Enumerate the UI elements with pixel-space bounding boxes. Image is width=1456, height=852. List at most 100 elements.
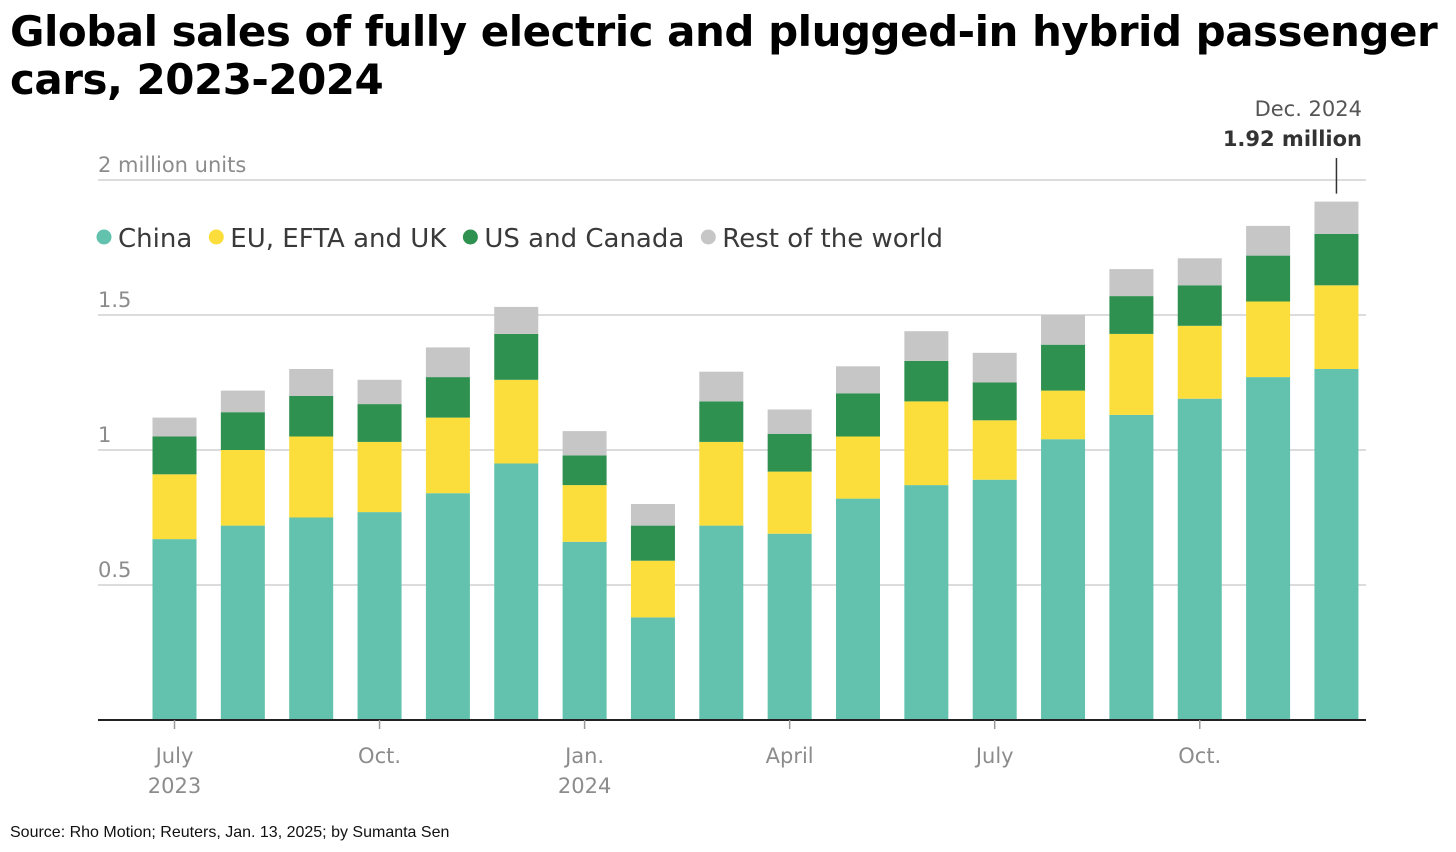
bar-segment: [562, 455, 607, 486]
x-tick-label: 2023: [148, 774, 201, 798]
x-tick-label: Oct.: [1178, 744, 1221, 768]
bar-segment: [220, 390, 265, 413]
bar-segment: [1041, 344, 1086, 391]
bar-segment: [1041, 390, 1086, 440]
bar-segment: [767, 433, 812, 472]
bar-segment: [836, 498, 880, 720]
bar-segment: [904, 360, 949, 402]
bar-segment: [767, 471, 812, 534]
y-axis-labels: 0.5 1 1.5 2 million units: [98, 153, 246, 582]
bar-segment: [1177, 258, 1222, 286]
bar-segment: [357, 404, 402, 442]
bar-segment: [425, 377, 470, 418]
bar-segment: [1109, 296, 1154, 334]
bar-segment: [972, 352, 1017, 383]
bar-segment: [494, 463, 539, 720]
bar-segment: [630, 525, 675, 561]
bar-segment: [289, 396, 334, 437]
bar-segment: [425, 493, 470, 720]
bar-segment: [220, 450, 265, 526]
bar-segment: [1246, 255, 1291, 302]
legend-swatch: [462, 229, 478, 245]
bar-segment: [494, 306, 539, 334]
bar-segment: [1041, 315, 1086, 345]
annotation-value: 1.92 million: [1223, 127, 1362, 151]
bar-segment: [699, 371, 744, 402]
bar-segment: [630, 560, 675, 618]
chart-title: Global sales of fully electric and plugg…: [10, 7, 1438, 104]
bar-segment: [357, 379, 402, 405]
bar-segment: [425, 347, 470, 378]
x-tick-label: Jan.: [563, 744, 604, 768]
bar-segment: [836, 393, 880, 437]
bar-segment: [289, 369, 334, 396]
bar-segment: [152, 539, 197, 720]
bar-segment: [699, 525, 744, 720]
legend-swatch: [700, 229, 716, 245]
bar-segment: [972, 479, 1017, 720]
bar-segment: [1177, 325, 1222, 399]
bar-segment: [699, 401, 744, 442]
stacked-bar-chart: 0.5 1 1.5 2 million units July 2023 Oct. Jan. 2…: [96, 97, 1366, 798]
x-tick-label: 2024: [558, 774, 611, 798]
x-tick-label: April: [766, 744, 814, 768]
bar-segment: [836, 366, 880, 394]
bar-segment: [630, 617, 675, 720]
bar-segment: [1314, 285, 1359, 369]
bar-segment: [1314, 369, 1359, 720]
bar-segment: [220, 412, 265, 450]
bar-segment: [767, 533, 812, 720]
legend: China EU, EFTA and UK US and Canada Rest of…: [96, 224, 943, 254]
bar-segment: [1314, 234, 1359, 286]
bar-segment: [1246, 301, 1291, 378]
bar-segment: [1177, 398, 1222, 720]
bar-segment: [494, 379, 539, 464]
legend-label: Rest of the world: [722, 224, 943, 254]
legend-label: US and Canada: [484, 224, 684, 254]
bar-segment: [1109, 269, 1154, 297]
y-tick-label: 1: [98, 423, 111, 447]
source-note: Source: Rho Motion; Reuters, Jan. 13, 20…: [10, 824, 450, 841]
bar-segment: [152, 436, 197, 475]
bar-segment: [152, 417, 197, 437]
x-tick-label: Oct.: [358, 744, 401, 768]
bar-segment: [562, 431, 607, 456]
bar-segment: [1041, 439, 1086, 720]
bar-segment: [1314, 201, 1359, 234]
bar-segment: [152, 474, 197, 540]
bar-segment: [1109, 333, 1154, 415]
legend-swatch: [208, 229, 224, 245]
bar-segment: [425, 417, 470, 494]
bar-segment: [1177, 285, 1222, 326]
bar-segment: [289, 517, 334, 720]
bar-segment: [1109, 414, 1154, 720]
bar-segment: [357, 512, 402, 720]
x-tick-label: July: [974, 744, 1014, 768]
bars: [152, 201, 1359, 720]
annotation: Dec. 2024 1.92 million: [1223, 97, 1362, 194]
bar-segment: [289, 436, 334, 518]
bar-segment: [494, 333, 539, 380]
bar-segment: [357, 441, 402, 513]
y-tick-label: 1.5: [98, 288, 131, 312]
bar-segment: [904, 401, 949, 486]
bar-segment: [630, 504, 675, 526]
legend-label: EU, EFTA and UK: [230, 224, 447, 254]
legend-swatch: [96, 229, 112, 245]
bar-segment: [562, 485, 607, 542]
annotation-label: Dec. 2024: [1255, 97, 1362, 121]
y-tick-label: 2 million units: [98, 153, 246, 177]
bar-segment: [972, 382, 1017, 421]
bar-segment: [904, 331, 949, 361]
y-tick-label: 0.5: [98, 558, 131, 582]
bar-segment: [562, 541, 607, 720]
bar-segment: [1246, 225, 1291, 256]
bar-segment: [1246, 377, 1291, 720]
bar-segment: [972, 420, 1017, 480]
legend-label: China: [118, 224, 192, 254]
bar-segment: [904, 485, 949, 720]
bar-segment: [767, 409, 812, 434]
x-tick-label: July: [154, 744, 194, 768]
bar-segment: [699, 441, 744, 526]
bar-segment: [836, 436, 880, 499]
